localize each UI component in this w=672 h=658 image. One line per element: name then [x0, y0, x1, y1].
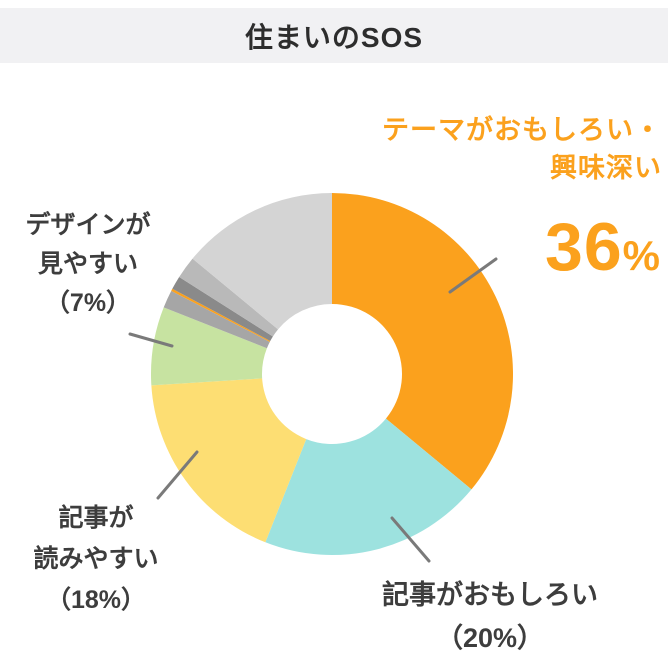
leader-line-article-readable: [156, 450, 199, 500]
label-theme-line1: テーマがおもしろい・: [382, 115, 662, 145]
donut-slice-other-gray-4: [192, 193, 332, 330]
leader-line-article-interesting: [390, 516, 431, 563]
label-readable-line2: 読みやすい: [33, 545, 159, 573]
donut-slice-theme: [332, 193, 514, 490]
theme-percent-sign: %: [622, 232, 660, 279]
leader-line-theme: [448, 257, 498, 294]
donut-slice-article-readable: [151, 378, 307, 543]
label-theme-value: 36%: [545, 210, 660, 285]
label-design-line2: 見やすい: [37, 250, 138, 278]
donut-slice-other-gray-2: [172, 277, 273, 342]
label-readable: 記事が 読みやすい （18%）: [20, 498, 172, 621]
label-interesting: 記事がおもしろい （20%）: [360, 574, 620, 658]
label-design: デザインが 見やすい （7%）: [13, 206, 163, 323]
label-theme: テーマがおもしろい・ 興味深い: [382, 112, 662, 188]
leader-line-design: [128, 332, 174, 348]
page-title: 住まいのSOS: [244, 21, 424, 53]
chart-title-bar: 住まいのSOS: [0, 8, 668, 63]
donut-slice-other-orange-sliver: [171, 288, 271, 342]
label-design-line3: （7%）: [44, 289, 132, 317]
donut-slice-other-gray-1: [163, 290, 270, 349]
donut-slice-article-interesting: [265, 418, 472, 555]
theme-percent-number: 36: [545, 209, 623, 285]
donut-slice-other-gray-3: [179, 258, 279, 337]
label-readable-line3: （18%）: [45, 586, 147, 614]
label-readable-line1: 記事が: [58, 504, 134, 532]
label-theme-line2: 興味深い: [550, 152, 662, 183]
label-design-line1: デザインが: [25, 211, 151, 239]
label-interesting-line1: 記事がおもしろい: [382, 580, 598, 610]
donut-slice-design: [151, 307, 267, 386]
label-interesting-line2: （20%）: [435, 623, 545, 653]
